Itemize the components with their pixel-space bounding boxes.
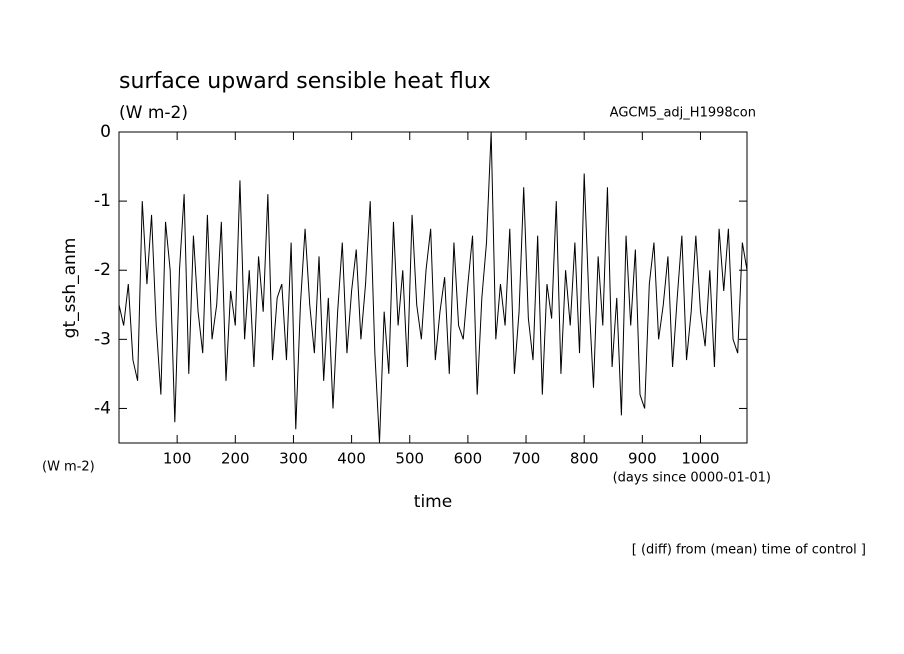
x-unit-label: (days since 0000-01-01) xyxy=(613,471,771,486)
chart-title: surface upward sensible heat flux xyxy=(119,69,491,94)
x-tick-label: 800 xyxy=(570,450,599,468)
y-tick-label: -3 xyxy=(94,329,111,349)
dataset-label: AGCM5_adj_H1998con xyxy=(610,106,756,121)
y-tick-label: -1 xyxy=(94,191,111,211)
x-tick-label: 500 xyxy=(395,450,424,468)
x-tick-label: 200 xyxy=(221,450,250,468)
plot-frame xyxy=(118,131,748,444)
y-axis-label: gt_ssh_anm xyxy=(60,238,80,339)
x-tick-label: 400 xyxy=(337,450,366,468)
y-tick-label: -4 xyxy=(94,398,111,418)
chart-subtitle: (W m-2) xyxy=(119,103,188,123)
x-tick-label: 300 xyxy=(279,450,308,468)
x-tick-label: 1000 xyxy=(681,450,719,468)
x-tick-label: 900 xyxy=(628,450,657,468)
y-tick-label: -2 xyxy=(94,260,111,280)
x-axis-label: time xyxy=(414,492,452,512)
y-unit-label: (W m-2) xyxy=(42,460,95,475)
data-line xyxy=(118,131,748,444)
x-tick-label: 700 xyxy=(512,450,541,468)
x-tick-label: 600 xyxy=(454,450,483,468)
x-tick-label: 100 xyxy=(163,450,192,468)
note: [ (diff) from (mean) time of control ] xyxy=(632,543,866,558)
y-tick-label: 0 xyxy=(100,122,111,142)
